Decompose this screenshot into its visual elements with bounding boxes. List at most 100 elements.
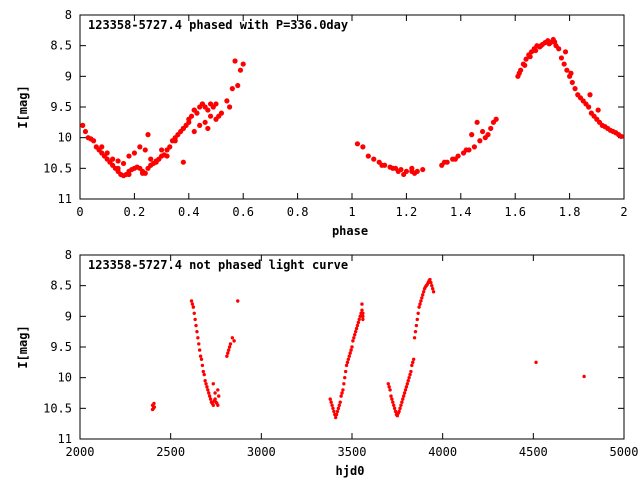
data-point-bottom xyxy=(338,400,342,404)
data-point-bottom xyxy=(205,385,209,389)
data-point-bottom xyxy=(216,403,220,407)
y-tick-label-bottom: 10 xyxy=(58,371,72,385)
data-point-bottom xyxy=(236,299,240,303)
data-point-bottom xyxy=(358,314,362,319)
y-tick-label-bottom: 9.5 xyxy=(50,340,72,354)
data-point-bottom xyxy=(406,379,410,383)
data-point-bottom xyxy=(337,403,342,407)
data-point-top xyxy=(82,128,89,135)
data-point-bottom xyxy=(357,317,361,322)
data-point-top xyxy=(516,70,522,76)
data-point-bottom xyxy=(206,388,210,392)
data-point-bottom xyxy=(401,397,405,401)
data-point-top xyxy=(227,104,233,110)
data-point-bottom xyxy=(204,382,208,386)
data-point-top xyxy=(159,147,165,153)
y-tick-label-bottom: 8 xyxy=(65,248,72,262)
data-point-bottom xyxy=(341,388,345,392)
data-point-top xyxy=(469,132,475,138)
data-point-bottom xyxy=(207,391,211,395)
data-point-bottom xyxy=(344,363,349,368)
data-point-top xyxy=(216,113,222,119)
data-point-top xyxy=(538,43,544,49)
data-point-top xyxy=(527,54,533,60)
data-point-bottom xyxy=(410,363,414,368)
data-point-top xyxy=(562,49,569,55)
data-point-bottom xyxy=(419,299,423,303)
data-point-bottom xyxy=(329,400,333,404)
data-point-bottom xyxy=(228,342,233,346)
x-tick-label-top: 1.8 xyxy=(559,205,581,219)
data-point-bottom xyxy=(534,360,538,365)
data-point-top xyxy=(552,39,558,45)
data-point-bottom xyxy=(420,296,424,300)
data-point-bottom xyxy=(353,329,358,334)
data-point-top xyxy=(371,156,377,162)
data-point-top xyxy=(199,101,205,107)
data-point-top xyxy=(172,138,178,144)
data-point-bottom xyxy=(226,351,230,355)
data-point-top xyxy=(110,156,116,162)
data-point-top xyxy=(126,171,132,178)
data-point-bottom xyxy=(194,323,198,328)
data-point-top xyxy=(104,150,110,156)
data-point-bottom xyxy=(412,336,417,340)
data-point-bottom xyxy=(331,406,335,411)
y-axis-label-bottom: I[mag] xyxy=(16,325,30,368)
data-point-top xyxy=(237,67,244,73)
data-point-top xyxy=(186,119,192,125)
data-point-bottom xyxy=(343,375,347,380)
data-point-top xyxy=(139,170,146,176)
chart-title-bottom: 123358-5727.4 not phased light curve xyxy=(88,258,348,272)
data-point-bottom xyxy=(386,382,390,386)
data-point-top xyxy=(463,147,469,153)
data-point-top xyxy=(365,153,371,159)
data-point-bottom xyxy=(213,397,217,401)
data-point-bottom xyxy=(198,354,203,358)
data-point-bottom xyxy=(421,293,425,297)
data-point-bottom xyxy=(413,329,418,334)
data-point-top xyxy=(568,70,574,76)
data-point-top xyxy=(533,47,539,54)
data-point-bottom xyxy=(152,401,156,406)
data-point-top xyxy=(115,158,121,164)
data-point-top xyxy=(441,159,448,165)
data-point-bottom xyxy=(392,406,397,411)
data-point-bottom xyxy=(356,320,361,325)
data-point-top xyxy=(452,156,458,162)
data-point-bottom xyxy=(217,394,221,398)
x-tick-label-top: 1 xyxy=(348,205,355,219)
data-point-bottom xyxy=(407,375,411,380)
data-point-bottom xyxy=(399,403,403,407)
tick-group-bottom: 2000 2500 3000 3500 4000 4500 5000 8 8.5 9 9.5 10 10… xyxy=(43,248,638,459)
data-point-top xyxy=(595,107,601,113)
data-point-top xyxy=(409,168,415,174)
data-point-bottom xyxy=(402,391,407,395)
chart-bottom: 123358-5727.4 not phased light curve hjd… xyxy=(16,248,638,478)
data-point-bottom xyxy=(203,379,207,383)
data-point-top xyxy=(360,144,366,150)
data-point-bottom xyxy=(582,374,586,379)
data-point-bottom xyxy=(392,403,396,407)
data-point-bottom xyxy=(334,412,339,417)
point-group-top xyxy=(80,36,624,179)
x-tick-label-bottom: 3000 xyxy=(247,445,276,459)
data-point-bottom xyxy=(191,305,196,309)
data-point-top xyxy=(523,56,529,62)
y-tick-label-bottom: 8.5 xyxy=(50,279,72,293)
x-tick-label-bottom: 4500 xyxy=(519,445,548,459)
data-point-top xyxy=(91,138,97,144)
data-point-bottom xyxy=(430,283,434,288)
data-point-bottom xyxy=(213,391,217,395)
data-point-bottom xyxy=(333,415,338,420)
x-tick-label-top: 1.6 xyxy=(504,205,526,219)
data-point-bottom xyxy=(397,409,401,414)
data-point-top xyxy=(188,113,195,119)
data-point-top xyxy=(240,61,246,67)
data-point-bottom xyxy=(388,388,392,392)
data-point-top xyxy=(485,132,491,138)
data-point-bottom xyxy=(400,400,404,404)
data-point-bottom xyxy=(411,360,415,365)
data-point-top xyxy=(572,86,578,92)
data-point-bottom xyxy=(389,394,393,398)
